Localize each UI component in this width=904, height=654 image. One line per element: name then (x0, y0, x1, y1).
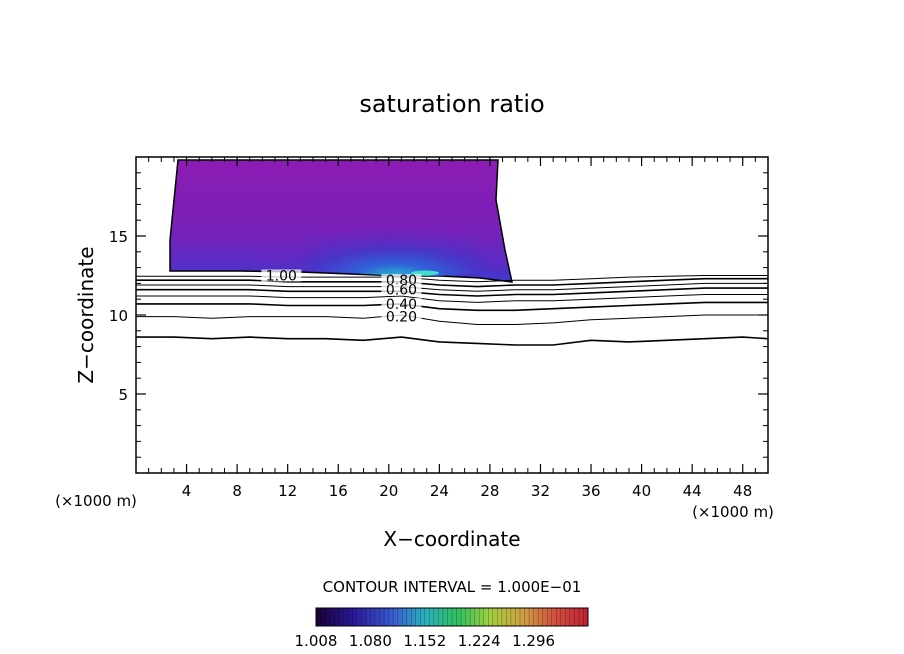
contour-line-0.9 (136, 275, 768, 283)
colorbar-tick-label-0: 1.008 (295, 632, 338, 650)
x-tick-label-10: 44 (683, 482, 702, 500)
y-tick-label-0: 5 (118, 386, 128, 404)
contour-label-bg (381, 310, 422, 323)
contour-line-0.6 (136, 287, 768, 297)
cloud-core (300, 215, 490, 276)
y-axis-label: Z−coordinate (74, 246, 98, 383)
contour-label-3: 0.40 (386, 297, 417, 313)
x-tick-label-9: 40 (632, 482, 651, 500)
x-tick-label-2: 12 (278, 482, 297, 500)
x-tick-label-11: 48 (733, 482, 752, 500)
contour-lines (136, 275, 768, 346)
colorbar-tick-labels: 1.008 1.080 1.152 1.224 1.296 (295, 632, 556, 650)
colorbar-tick-label-3: 1.224 (458, 632, 501, 650)
contour-line-0.2 (136, 336, 768, 346)
y-tick-label-1: 10 (109, 307, 128, 325)
contour-line-0.3 (136, 314, 768, 325)
colorbar-tick-label-4: 1.296 (512, 632, 555, 650)
contour-label-2: 0.60 (386, 283, 417, 299)
contour-line-0.8 (136, 277, 768, 288)
x-tick-label-4: 20 (379, 482, 398, 500)
y-tick-label-2: 15 (109, 228, 128, 246)
x-tick-label-5: 24 (430, 482, 449, 500)
contour-label-bg (381, 274, 422, 287)
colorbar-steps (320, 608, 584, 626)
contour-label-bg (261, 269, 302, 282)
plot-area (136, 159, 768, 346)
x-tick-label-3: 16 (329, 482, 348, 500)
colorbar-tick-label-1: 1.080 (349, 632, 392, 650)
x-tick-label-8: 36 (581, 482, 600, 500)
x-tick-label-7: 32 (531, 482, 550, 500)
contour-label-bg (381, 297, 422, 310)
colorbar (315, 607, 589, 627)
contour-line-0.4 (136, 301, 768, 312)
x-tick-label-1: 8 (232, 482, 242, 500)
x-tick-label-0: 4 (182, 482, 192, 500)
contour-interval: CONTOUR INTERVAL = 1.000E−01 (323, 578, 582, 596)
contour-label-4: 0.20 (386, 310, 417, 326)
contour-labels: 1.00 0.800.600.400.20 (261, 269, 422, 326)
x-unit-left: (×1000 m) (55, 492, 137, 510)
colorbar-tick-label-2: 1.152 (403, 632, 446, 650)
contour-line-0.5 (136, 294, 768, 303)
x-axis-label: X−coordinate (383, 527, 520, 551)
contour-label-0: 1.00 (266, 269, 297, 285)
chart-title: saturation ratio (359, 90, 544, 118)
x-unit-right: (×1000 m) (692, 503, 774, 521)
x-tick-label-6: 28 (480, 482, 499, 500)
contour-label-bg (381, 283, 422, 296)
contour-line-0.7 (136, 282, 768, 292)
